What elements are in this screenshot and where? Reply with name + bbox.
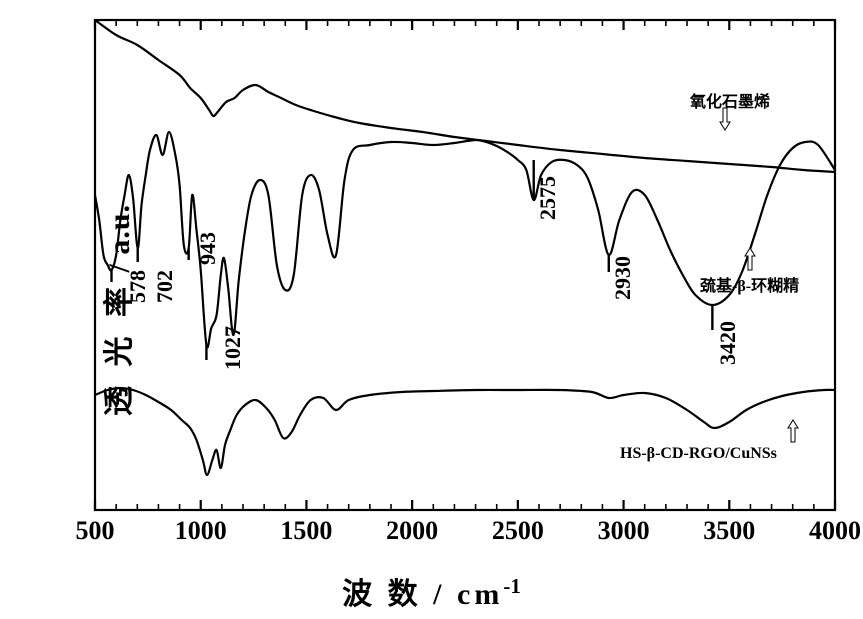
- x-axis-label-text: 波 数 / cm: [342, 578, 503, 611]
- x-tick-label: 2500: [492, 516, 544, 546]
- y-axis-label: 透 光 率 / a.u.: [94, 203, 138, 415]
- series-arrow-hsbcd: [745, 248, 755, 270]
- y-axis-label-suffix: / a.u.: [103, 203, 136, 280]
- series-arrow-go: [720, 108, 730, 130]
- series-label-go: 氧化石墨烯: [690, 88, 770, 112]
- peak-label: 702: [152, 270, 178, 303]
- peak-label: 578: [125, 270, 151, 303]
- x-axis-label: 波 数 / cm-1: [342, 569, 521, 613]
- x-tick-label: 500: [76, 516, 115, 546]
- series-label-composite: HS-β-CD-RGO/CuNSs: [620, 445, 777, 463]
- peak-label: 1027: [220, 326, 246, 370]
- x-tick-label: 3000: [598, 516, 650, 546]
- ftir-chart: 透 光 率 / a.u. 波 数 / cm-1 500 1000 1500 2000 2…: [0, 0, 863, 619]
- series-arrow-composite: [788, 420, 798, 442]
- series-label-hsbcd: 巯基-β-环糊精: [700, 272, 799, 296]
- x-tick-label: 2000: [386, 516, 438, 546]
- peak-label: 943: [195, 232, 221, 265]
- peak-label: 2930: [610, 256, 636, 300]
- peak-label: 2575: [535, 176, 561, 220]
- x-tick-label: 3500: [703, 516, 755, 546]
- x-axis-label-sup: -1: [503, 574, 521, 598]
- x-tick-label: 4000: [809, 516, 861, 546]
- x-tick-label: 1000: [175, 516, 227, 546]
- peak-label: 3420: [715, 321, 741, 365]
- x-tick-label: 1500: [280, 516, 332, 546]
